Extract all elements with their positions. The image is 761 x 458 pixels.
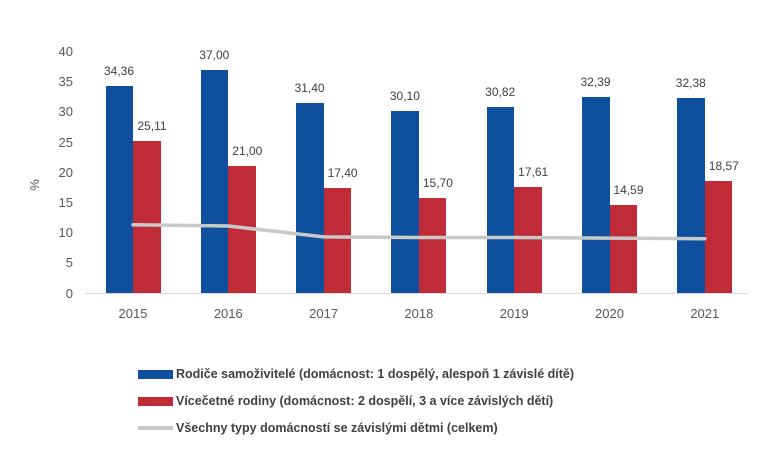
x-tick-2018: 2018 <box>404 306 434 321</box>
y-tick-0: 0 <box>65 285 73 301</box>
x-tick-2017: 2017 <box>309 306 339 321</box>
y-tick-5: 5 <box>65 255 73 271</box>
bar-label-series1-2019: 30,82 <box>485 84 516 99</box>
bar-series1-2017 <box>296 103 324 293</box>
y-tick-10: 10 <box>58 225 73 241</box>
y-tick-20: 20 <box>58 164 73 180</box>
legend-label: Vícečetné rodiny (domácnost: 2 dospělí, … <box>176 394 554 408</box>
bar-label-series2-2017: 17,40 <box>327 165 358 180</box>
y-tick-35: 35 <box>58 74 73 90</box>
legend-item-1: Rodiče samoživitelé (domácnost: 1 dospěl… <box>138 366 574 382</box>
legend-bar-swatch <box>138 369 173 379</box>
bar-series2-2016 <box>228 166 256 293</box>
bar-label-series1-2017: 31,40 <box>294 81 325 96</box>
bar-label-series1-2016: 37,00 <box>199 47 230 62</box>
bar-series2-2017 <box>323 187 352 293</box>
bar-series1-2015 <box>105 85 133 293</box>
bar-label-series2-2019: 17,61 <box>518 164 549 179</box>
bar-series2-2019 <box>514 186 542 293</box>
bar-series2-2018 <box>418 198 447 293</box>
bar-series2-2015 <box>133 141 161 293</box>
bar-label-series2-2018: 15,70 <box>422 176 453 191</box>
bar-label-series2-2016: 21,00 <box>232 144 263 159</box>
bar-label-series1-2021: 32,38 <box>675 75 706 90</box>
bar-series1-2018 <box>391 111 419 293</box>
x-tick-2016: 2016 <box>213 306 243 321</box>
legend-label: Všechny typy domácností se závislými dět… <box>176 421 498 435</box>
x-axis-line <box>85 293 748 294</box>
legend-item-2: Vícečetné rodiny (domácnost: 2 dospělí, … <box>138 393 553 409</box>
bar-label-series2-2015: 25,11 <box>137 119 167 134</box>
legend-item-3: Všechny typy domácností se závislými dět… <box>138 420 498 436</box>
legend-line-swatch <box>138 426 173 430</box>
bar-label-series1-2018: 30,10 <box>389 89 420 104</box>
x-tick-2021: 2021 <box>690 306 720 321</box>
bar-series1-2016 <box>200 69 229 293</box>
bar-label-series2-2021: 18,57 <box>708 158 739 173</box>
bar-series1-2019 <box>486 106 515 293</box>
legend-label: Rodiče samoživitelé (domácnost: 1 dospěl… <box>176 367 575 381</box>
bar-series2-2020 <box>609 204 637 293</box>
bar-series2-2021 <box>704 180 733 293</box>
bar-label-series2-2020: 14,59 <box>613 182 644 197</box>
y-tick-40: 40 <box>58 44 73 59</box>
y-tick-30: 30 <box>58 104 73 120</box>
bar-label-series1-2015: 34,36 <box>103 63 135 78</box>
x-tick-2019: 2019 <box>499 306 529 321</box>
legend-bar-swatch <box>138 396 173 406</box>
bar-label-series1-2020: 32,39 <box>580 75 611 90</box>
x-tick-2015: 2015 <box>118 306 148 321</box>
x-tick-2020: 2020 <box>595 306 624 321</box>
bar-series1-2020 <box>582 97 610 293</box>
y-tick-25: 25 <box>58 134 73 150</box>
bar-series1-2021 <box>677 97 705 293</box>
y-tick-15: 15 <box>58 194 73 210</box>
